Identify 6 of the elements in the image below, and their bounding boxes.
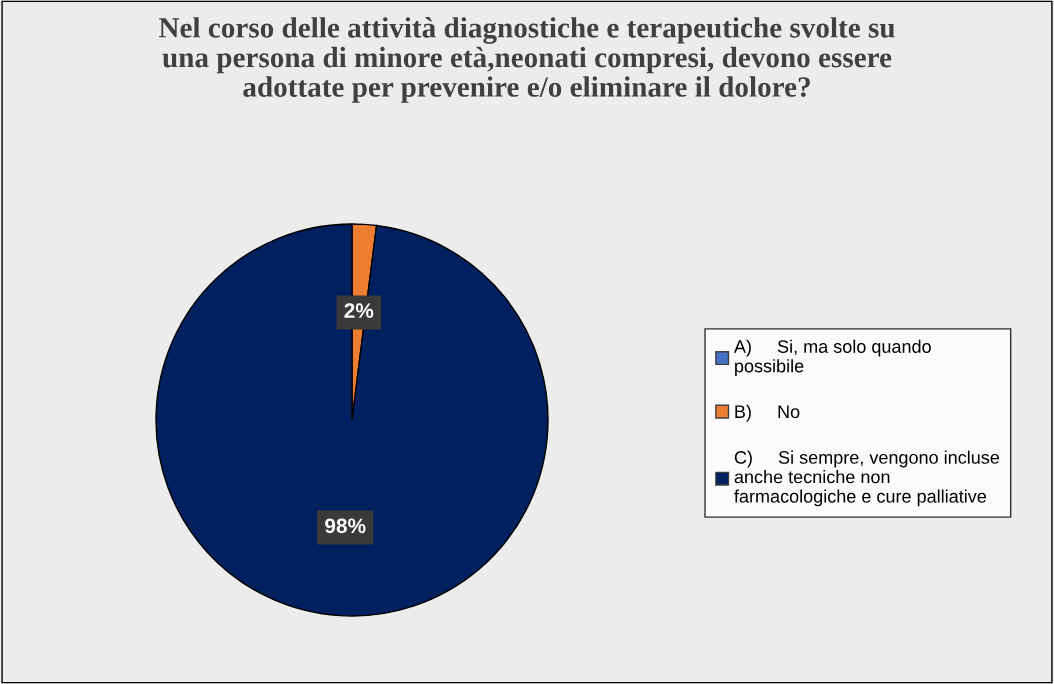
chart-title: Nel corso delle attività diagnostiche e terapeutiche svolte su una persona di minore età,neonati compresi, devono essere adottate per prevenire e/o eliminare il dolore? [158, 17, 895, 103]
legend-label: C) Si sempre, vengono incluse anche tecniche non farmacologiche e cure palliative [734, 450, 1000, 507]
data-label: 2% [344, 303, 374, 318]
legend-label: A) Si, ma solo quando possibile [733, 339, 931, 376]
legend-label: B) No [735, 404, 800, 422]
data-label: 98% [325, 518, 366, 534]
